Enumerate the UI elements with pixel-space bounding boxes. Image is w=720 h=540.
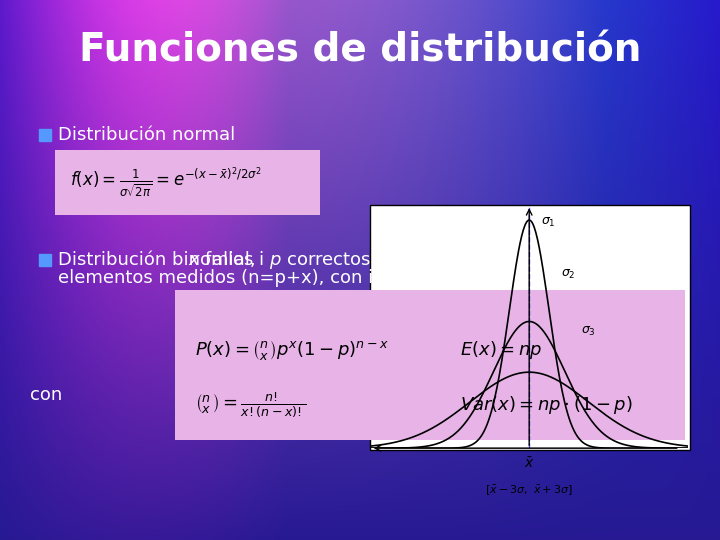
Text: $\sigma_1$: $\sigma_1$ [541, 216, 556, 229]
Text: $Var(x) = np \cdot (1-p)$: $Var(x) = np \cdot (1-p)$ [460, 394, 633, 416]
Text: elementos medidos (n=p+x), con independecia del orden.: elementos medidos (n=p+x), con independe… [58, 269, 587, 287]
Text: Funciones de distribución: Funciones de distribución [78, 31, 642, 69]
Text: $\bar{x}$: $\bar{x}$ [524, 456, 534, 471]
Bar [175, 290, 685, 440]
Text: con: con [30, 386, 62, 404]
Bar [370, 205, 690, 450]
Text: $\sigma_3$: $\sigma_3$ [581, 325, 595, 338]
Bar [55, 150, 320, 215]
Text: Distribución binomial,: Distribución binomial, [58, 251, 256, 269]
Text: $P(x) = \binom{n}{x} p^x (1-p)^{n-x}$: $P(x) = \binom{n}{x} p^x (1-p)^{n-x}$ [195, 339, 389, 361]
Text: $E(x) = np$: $E(x) = np$ [460, 339, 542, 361]
Text: $x$ fallos i $p$ correctos de un total de $n$: $x$ fallos i $p$ correctos de un total d… [188, 249, 520, 271]
Text: Distribución normal: Distribución normal [58, 126, 235, 144]
Text: $[\bar{x}-3\sigma,\ \bar{x}+3\sigma]$: $[\bar{x}-3\sigma,\ \bar{x}+3\sigma]$ [485, 484, 573, 498]
Text: $\sigma_2$: $\sigma_2$ [561, 268, 575, 281]
Text: $\binom{n}{x} = \frac{n!}{x!(n-x)!}$: $\binom{n}{x} = \frac{n!}{x!(n-x)!}$ [195, 390, 306, 420]
Text: $f(x) = \frac{1}{\sigma\sqrt{2\pi}} = e^{-(x-\bar{x})^2/2\sigma^2}$: $f(x) = \frac{1}{\sigma\sqrt{2\pi}} = e^… [70, 166, 262, 200]
